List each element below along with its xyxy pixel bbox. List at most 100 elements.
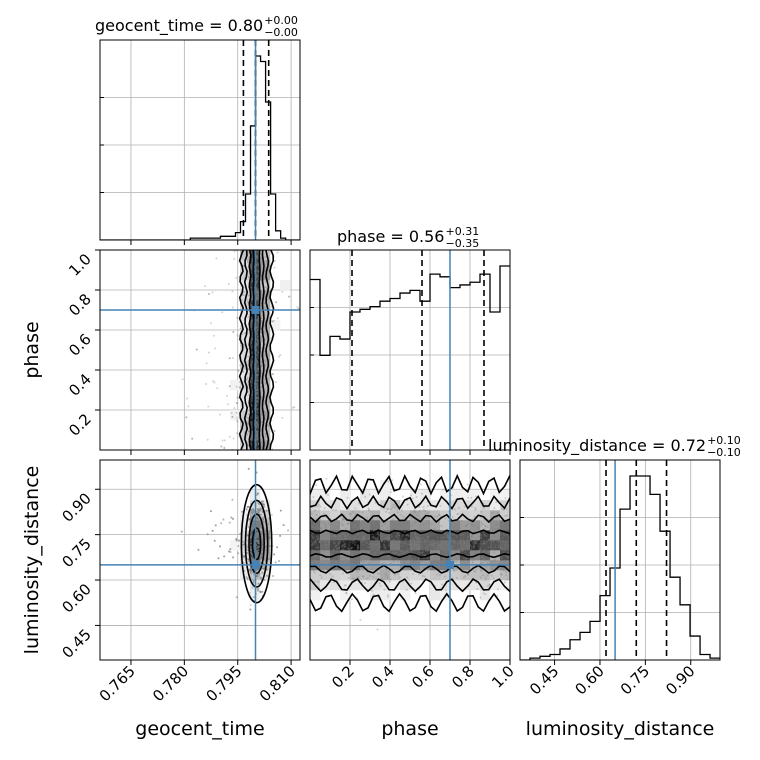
density-phase-luminosity_distance-point <box>347 562 350 565</box>
density-geocent_time-luminosity_distance-contour-0 <box>251 527 262 561</box>
density-geocent_time-phase-point <box>264 369 267 372</box>
density-phase-luminosity_distance-point <box>405 534 408 537</box>
density-phase-luminosity_distance-point <box>313 551 316 554</box>
density-geocent_time-luminosity_distance-point <box>255 539 258 542</box>
density-geocent_time-luminosity_distance-point <box>252 579 255 582</box>
density-phase-luminosity_distance-point <box>311 525 314 528</box>
density-geocent_time-luminosity_distance-point <box>255 516 258 519</box>
density-geocent_time-luminosity_distance-point <box>249 572 252 575</box>
density-geocent_time-phase-point <box>255 421 258 424</box>
density-phase-luminosity_distance-point <box>427 548 430 551</box>
density-geocent_time-luminosity_distance-point <box>265 509 268 512</box>
density-geocent_time-phase-point <box>250 279 253 282</box>
density-geocent_time-luminosity_distance-point <box>259 576 262 579</box>
density-phase-luminosity_distance-point <box>357 527 360 530</box>
density-phase-luminosity_distance-point <box>310 512 313 515</box>
density-geocent_time-luminosity_distance-point <box>256 575 259 578</box>
density-geocent_time-luminosity_distance-point <box>256 554 259 557</box>
density-phase-luminosity_distance-point <box>489 525 492 528</box>
density-geocent_time-phase-point <box>255 325 258 328</box>
density-geocent_time-phase-point <box>250 323 253 326</box>
density-phase-luminosity_distance-cell <box>470 540 481 551</box>
density-phase-luminosity_distance-cell <box>500 510 510 521</box>
density-phase-luminosity_distance-point <box>488 537 491 540</box>
density-geocent_time-luminosity_distance-point <box>253 540 256 543</box>
density-phase-luminosity_distance-point <box>457 527 460 530</box>
density-phase-luminosity_distance-point <box>409 547 412 550</box>
density-geocent_time-luminosity_distance-point <box>257 542 260 545</box>
density-geocent_time-luminosity_distance-point <box>268 536 271 539</box>
density-geocent_time-phase-point <box>263 447 266 450</box>
density-geocent_time-phase-point <box>205 362 208 365</box>
density-phase-luminosity_distance-point <box>352 539 355 542</box>
density-geocent_time-luminosity_distance-point <box>251 558 254 561</box>
density-phase-luminosity_distance-point <box>474 542 477 545</box>
density-phase-luminosity_distance-point <box>376 539 379 542</box>
density-geocent_time-phase-cell <box>260 310 271 321</box>
density-phase-luminosity_distance-cell <box>460 500 471 511</box>
density-phase-luminosity_distance-point <box>364 526 367 529</box>
density-phase-luminosity_distance-point <box>450 537 453 540</box>
density-geocent_time-phase-point <box>250 439 253 442</box>
density-phase-luminosity_distance-point <box>386 539 389 542</box>
density-phase-luminosity_distance-point <box>462 576 465 579</box>
density-geocent_time-luminosity_distance-point <box>256 531 259 534</box>
density-geocent_time-luminosity_distance-point <box>211 529 214 532</box>
density-geocent_time-phase-point <box>227 403 230 406</box>
density-geocent_time-luminosity_distance-point <box>257 542 260 545</box>
density-geocent_time-luminosity_distance-point <box>267 533 270 536</box>
density-geocent_time-phase-point <box>237 369 240 372</box>
density-phase-luminosity_distance-cell <box>410 520 421 531</box>
density-geocent_time-luminosity_distance-point <box>214 524 217 527</box>
density-phase-luminosity_distance-point <box>317 525 320 528</box>
density-geocent_time-luminosity_distance-point <box>251 529 254 532</box>
density-geocent_time-phase-point <box>250 421 253 424</box>
density-geocent_time-luminosity_distance-point <box>250 534 253 537</box>
density-phase-luminosity_distance-point <box>372 520 375 523</box>
density-phase-luminosity_distance-point <box>410 494 413 497</box>
density-geocent_time-luminosity_distance-point <box>256 549 259 552</box>
density-geocent_time-luminosity_distance-point <box>256 540 259 543</box>
density-geocent_time-luminosity_distance-point <box>255 552 258 555</box>
density-phase-luminosity_distance-point <box>381 555 384 558</box>
density-phase-luminosity_distance-point <box>376 531 379 534</box>
density-phase-luminosity_distance-point <box>439 504 442 507</box>
density-geocent_time-luminosity_distance-point <box>261 510 264 513</box>
density-geocent_time-luminosity_distance-point <box>279 509 282 512</box>
density-geocent_time-luminosity_distance-point <box>257 510 260 513</box>
density-phase-luminosity_distance-point <box>388 529 391 532</box>
density-geocent_time-luminosity_distance-point <box>252 509 255 512</box>
density-phase-luminosity_distance-cell <box>430 590 441 601</box>
density-geocent_time-luminosity_distance-point <box>260 553 263 556</box>
density-phase-luminosity_distance-point <box>503 545 506 548</box>
density-geocent_time-luminosity_distance-point <box>266 523 269 526</box>
density-phase-luminosity_distance-point <box>397 537 400 540</box>
density-phase-luminosity_distance-point <box>330 565 333 568</box>
xtick-label-geocent_time: 0.765 <box>96 662 139 705</box>
density-geocent_time-phase-point <box>256 388 259 391</box>
density-geocent_time-luminosity_distance-point <box>255 522 258 525</box>
density-phase-luminosity_distance-point <box>426 511 429 514</box>
density-geocent_time-luminosity_distance-point <box>243 555 246 558</box>
density-geocent_time-luminosity_distance-point <box>274 561 277 564</box>
density-geocent_time-phase-cell <box>240 360 251 371</box>
density-phase-luminosity_distance-point <box>483 540 486 543</box>
density-phase-luminosity_distance-point <box>392 503 395 506</box>
density-phase-luminosity_distance-point <box>341 518 344 521</box>
hist-phase-frame <box>309 249 511 451</box>
density-phase-luminosity_distance-point <box>406 503 409 506</box>
density-phase-luminosity_distance-point <box>472 545 475 548</box>
density-geocent_time-luminosity_distance-point <box>250 557 253 560</box>
density-phase-luminosity_distance-point <box>337 555 340 558</box>
density-phase-luminosity_distance-point <box>414 532 417 535</box>
density-phase-luminosity_distance-point <box>499 562 502 565</box>
density-geocent_time-luminosity_distance-point <box>211 529 214 532</box>
density-phase-luminosity_distance-cell <box>440 550 451 561</box>
density-phase-luminosity_distance-point <box>484 576 487 579</box>
density-phase-luminosity_distance-point <box>406 524 409 527</box>
density-geocent_time-luminosity_distance-point <box>235 538 238 541</box>
density-geocent_time-luminosity_distance-point <box>261 541 264 544</box>
density-phase-luminosity_distance-frame <box>309 459 511 661</box>
density-geocent_time-luminosity_distance-point <box>251 507 254 510</box>
density-phase-luminosity_distance-point <box>491 527 494 530</box>
